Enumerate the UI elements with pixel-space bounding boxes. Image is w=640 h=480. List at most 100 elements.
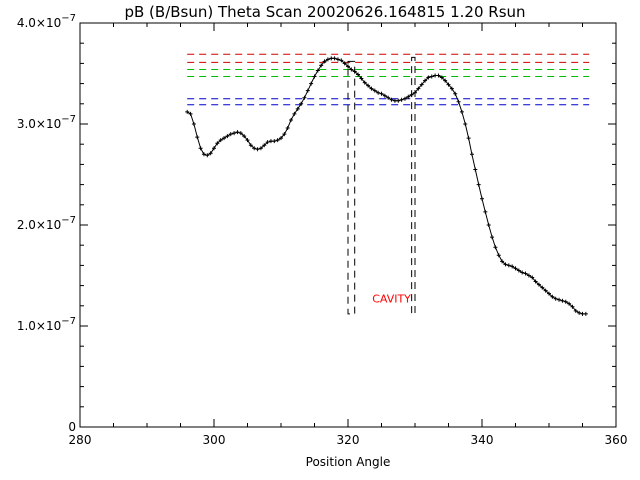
data-point: [255, 147, 260, 152]
x-tick-label: 320: [337, 433, 360, 447]
data-point: [523, 271, 528, 276]
data-point: [486, 223, 491, 227]
data-point: [570, 304, 575, 309]
data-point: [402, 96, 407, 101]
data-point: [473, 167, 478, 172]
data-point: [560, 298, 565, 303]
data-point: [295, 106, 300, 111]
data-point: [490, 235, 495, 240]
data-point: [389, 97, 394, 102]
data-point: [235, 130, 240, 135]
data-point: [222, 136, 227, 141]
y-tick-mantissa: 4.0: [17, 16, 36, 30]
data-point: [419, 82, 424, 87]
data-point: [573, 308, 578, 313]
data-point: [483, 209, 488, 214]
data-point: [443, 78, 448, 83]
data-point: [436, 73, 441, 78]
data-point: [238, 131, 243, 136]
x-tick-label: 340: [471, 433, 494, 447]
x-tick-label: 280: [69, 433, 92, 447]
data-point: [299, 101, 304, 106]
data-point: [553, 296, 558, 301]
data-point: [426, 75, 431, 80]
y-tick-label: 2.0×10−7: [17, 215, 76, 232]
data-point: [248, 143, 253, 148]
cavity-label: CAVITY: [372, 293, 411, 306]
y-tick-exponent: −7: [61, 215, 76, 226]
data-point: [480, 196, 484, 201]
data-point: [530, 275, 535, 280]
data-point: [416, 86, 421, 91]
y-tick-exponent: −7: [61, 114, 76, 125]
data-point: [476, 182, 481, 187]
y-tick-base: ×10: [36, 117, 61, 131]
data-point: [252, 146, 257, 151]
data-point: [459, 109, 464, 114]
data-point: [369, 86, 374, 91]
data-point: [362, 80, 367, 85]
data-point: [543, 288, 548, 293]
y-tick-mantissa: 3.0: [17, 117, 36, 131]
annotation-layer: CAVITY: [372, 293, 411, 306]
data-point: [567, 301, 572, 306]
data-point: [533, 279, 538, 284]
data-point: [379, 91, 384, 96]
data-point: [583, 311, 588, 316]
data-point: [406, 94, 411, 99]
data-point: [503, 262, 508, 267]
y-tick-base: ×10: [36, 319, 61, 333]
y-tick-base: ×10: [36, 16, 61, 30]
data-point: [349, 67, 354, 72]
data-point: [208, 151, 213, 156]
data-point: [493, 245, 498, 250]
data-point: [329, 56, 334, 61]
data-point: [275, 138, 280, 143]
data-point: [496, 253, 501, 258]
data-point: [359, 76, 364, 81]
series-layer: [185, 56, 588, 316]
data-point: [392, 98, 397, 103]
data-point: [372, 88, 377, 93]
x-tick-label: 300: [203, 433, 226, 447]
data-point: [228, 132, 233, 137]
data-point: [520, 270, 525, 275]
data-point: [268, 139, 273, 144]
data-point: [439, 75, 444, 80]
data-point: [279, 136, 283, 141]
data-point: [376, 90, 381, 95]
x-tick-label: 360: [605, 433, 628, 447]
data-point: [557, 297, 562, 302]
data-point: [547, 291, 551, 296]
data-point: [366, 83, 371, 88]
data-point: [285, 126, 290, 131]
cavity-boundary-box: [411, 56, 416, 315]
x-axis: 280 300 320 340 360: [69, 23, 628, 447]
data-point: [449, 86, 454, 91]
data-point: [540, 285, 545, 290]
data-point: [463, 122, 468, 126]
data-point: [577, 310, 582, 315]
data-point: [265, 140, 270, 145]
data-point: [195, 135, 200, 140]
x-axis-title: Position Angle: [306, 455, 391, 469]
y-tick-mantissa: 2.0: [17, 218, 36, 232]
y-tick-exponent: −7: [61, 13, 76, 24]
chart-title: pB (B/Bsun) Theta Scan 20020626.164815 1…: [124, 3, 525, 21]
data-point: [429, 74, 434, 79]
data-point: [339, 58, 344, 63]
y-tick-label: 0: [68, 420, 76, 434]
y-tick-exponent: −7: [61, 316, 76, 327]
data-point: [289, 117, 294, 122]
data-point: [396, 98, 401, 103]
data-point: [305, 88, 310, 93]
data-point: [262, 143, 267, 148]
data-point: [342, 61, 347, 66]
data-point: [382, 93, 387, 98]
data-point: [325, 57, 330, 62]
data-point: [399, 97, 404, 102]
data-point: [446, 82, 451, 87]
data-point: [409, 92, 414, 97]
data-point: [212, 146, 216, 151]
